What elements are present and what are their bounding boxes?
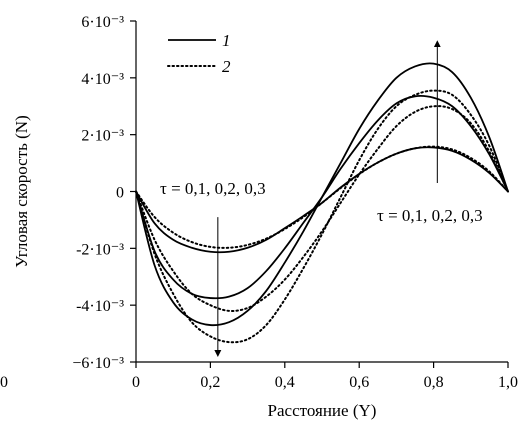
y-tick-label: -2·10⁻³ xyxy=(76,241,124,258)
annotation-label: τ = 0,1, 0,2, 0,3 xyxy=(160,179,266,198)
x-axis-title: Расстояние (Y) xyxy=(268,401,377,420)
y-tick-label: 0 xyxy=(116,185,124,202)
series-line-3-solid xyxy=(135,62,509,327)
x-tick-label: 0 xyxy=(132,374,140,391)
axes: 6·10⁻³ 4·10⁻³ 2·10⁻³ 0 -2·10⁻³ -4·10⁻³ −6·10⁻³… xyxy=(72,14,518,391)
x-tick-label: 0,2 xyxy=(200,374,220,391)
series-line-1-solid xyxy=(135,146,509,254)
x-tick-label: 0,4 xyxy=(275,374,295,391)
y-tick-label: -4·10⁻³ xyxy=(76,298,124,315)
stray-tick-label: 0 xyxy=(0,374,8,391)
x-tick-label: 0,8 xyxy=(424,374,444,391)
series-line-4-dotted xyxy=(135,145,509,249)
series-layer xyxy=(135,62,509,344)
y-axis-title: Угловая скорость (N) xyxy=(12,115,31,268)
y-tick-label: 2·10⁻³ xyxy=(81,128,124,145)
x-tick-label: 1,0 xyxy=(498,374,518,391)
y-tick-label: 4·10⁻³ xyxy=(81,71,124,88)
legend-label: 2 xyxy=(222,57,231,76)
y-tick-label: 6·10⁻³ xyxy=(81,14,124,31)
series-line-6-dotted xyxy=(135,89,509,344)
annotation-label: τ = 0,1, 0,2, 0,3 xyxy=(377,206,483,225)
legend-label: 1 xyxy=(222,31,231,50)
legend: 12 xyxy=(167,31,231,76)
annotation-layer: τ = 0,1, 0,2, 0,3 τ = 0,1, 0,2, 0,3 xyxy=(160,40,483,357)
x-tick-label: 0,6 xyxy=(349,374,369,391)
y-tick-label: −6·10⁻³ xyxy=(72,355,124,372)
